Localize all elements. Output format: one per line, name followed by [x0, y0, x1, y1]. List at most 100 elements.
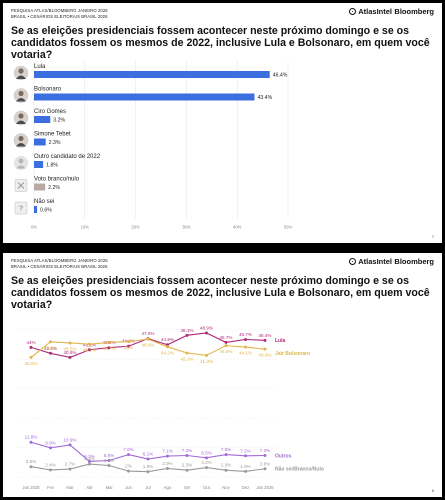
x-tick-label: Dez [242, 485, 249, 490]
data-point [185, 468, 189, 472]
data-label: 3.9% [104, 458, 114, 463]
data-point [205, 353, 208, 357]
data-label: 9.9% [45, 440, 55, 445]
data-label: 2% [125, 464, 132, 469]
photo-head [18, 135, 24, 142]
row-label: Lula [34, 64, 46, 70]
x-tick-label: Mar [66, 485, 74, 490]
data-label: 48.1% [180, 328, 193, 333]
x-tick-label: Ago [164, 485, 172, 490]
data-point [107, 340, 111, 344]
photo-body [16, 120, 26, 124]
data-label: 4.4% [84, 457, 94, 462]
data-label: 1.8% [143, 464, 153, 469]
data-point [29, 465, 33, 469]
row-label: Simone Tebet [34, 132, 71, 138]
x-tick-label: Nov [222, 485, 230, 490]
photo-body [16, 98, 26, 102]
data-label: 46% [124, 345, 133, 350]
data-label: 7.3% [182, 448, 192, 453]
x-tick-label: 40% [233, 225, 242, 230]
data-label: 42.0% [44, 346, 57, 351]
data-point [146, 457, 150, 461]
data-label: 7.2% [240, 448, 250, 453]
data-label: 48.9% [200, 325, 213, 330]
question-box-icon: ? [14, 201, 28, 215]
data-label: 2.3% [221, 463, 231, 468]
data-label: 40.6% [24, 361, 37, 366]
x-tick-label: Jun [125, 485, 132, 490]
data-point [127, 469, 130, 473]
data-label: 45.7% [102, 346, 115, 351]
data-label: 7.6% [221, 447, 231, 452]
data-point [224, 468, 228, 472]
x-tick-label: Jul [145, 485, 150, 490]
x-tick-label: 30% [182, 225, 191, 230]
question-mark: ? [19, 206, 23, 213]
data-point [224, 453, 228, 457]
row-label: Outro candidato de 2022 [34, 154, 101, 160]
data-point [49, 351, 52, 355]
bar-value-label: 43.4% [257, 95, 272, 101]
x-tick-label: Fev [47, 485, 55, 490]
data-label: 45.7% [219, 335, 232, 340]
data-point [244, 454, 247, 458]
slide-first-round-bars: PESQUISA ATLAS/BLOOMBERG JANEIRO 2026 BR… [3, 3, 442, 243]
bloomberg-logo: Bloomberg [394, 7, 434, 16]
data-point [68, 443, 72, 447]
bar-chart: 0% 10% 20% 30% 40% 50% Lula 46.4% Bolsonaro 43.4%… [13, 61, 293, 230]
data-point [49, 446, 52, 450]
question-box [14, 201, 28, 215]
x-tick-label: 50% [284, 225, 293, 230]
data-label: 6.5% [201, 450, 211, 455]
data-point [49, 468, 52, 472]
data-point [29, 355, 33, 359]
lula-photo [13, 65, 29, 81]
x-tick-label: 10% [81, 225, 90, 230]
question-title: Se as eleições presidenciais fossem acon… [11, 275, 430, 311]
data-label: 7.3% [260, 448, 270, 453]
data-point [88, 342, 91, 346]
x-tick-label: 20% [131, 225, 140, 230]
photo-head [18, 90, 24, 97]
atlasintel-wordmark: AtlasIntel [358, 7, 392, 16]
cross-mark [17, 182, 25, 189]
data-point [244, 337, 247, 341]
atlas-globe-icon [349, 8, 357, 15]
survey-subtitle: BRASIL • CENÁRIOS ELEITORAIS BRASIL 2026 [11, 263, 108, 269]
data-label: 45.5% [63, 346, 76, 351]
data-label: 2.8% [260, 461, 270, 466]
atlasintel-logo: AtlasIntel [349, 7, 392, 16]
data-label: 3.2% [201, 460, 211, 465]
data-label: 7.1% [162, 449, 172, 454]
row-label: Voto branco/nulo [34, 177, 80, 183]
bar [34, 71, 270, 78]
data-point [88, 459, 91, 463]
data-label: 40.6% [63, 350, 76, 355]
photo-head [18, 68, 24, 74]
person-icon [14, 156, 28, 170]
data-point [146, 470, 150, 474]
data-label: 7.6% [123, 447, 133, 452]
data-point [127, 340, 130, 344]
bloomberg-logo: Bloomberg [394, 257, 434, 266]
data-point [185, 333, 189, 337]
data-point [185, 453, 189, 457]
data-point [68, 355, 72, 359]
cross-box-icon [14, 179, 28, 192]
x-tick-label: Mai [106, 485, 113, 490]
data-point [224, 340, 228, 344]
data-point [88, 348, 91, 352]
data-label: 47.0% [141, 331, 154, 336]
bar-value-label: 1.8% [46, 163, 58, 169]
slide-trend-lines: PESQUISA ATLAS/BLOOMBERG JANEIRO 2026 BR… [3, 253, 442, 497]
data-point [29, 440, 33, 444]
data-label: 44.9% [161, 337, 174, 342]
data-point [49, 340, 52, 344]
bar-value-label: 0.6% [40, 208, 52, 214]
page-number: 8 [431, 488, 434, 493]
bolsonaro-photo [13, 88, 29, 103]
bar-value-label: 2.2% [48, 185, 60, 191]
bar [34, 206, 38, 213]
x-tick-label: 0% [31, 225, 37, 230]
